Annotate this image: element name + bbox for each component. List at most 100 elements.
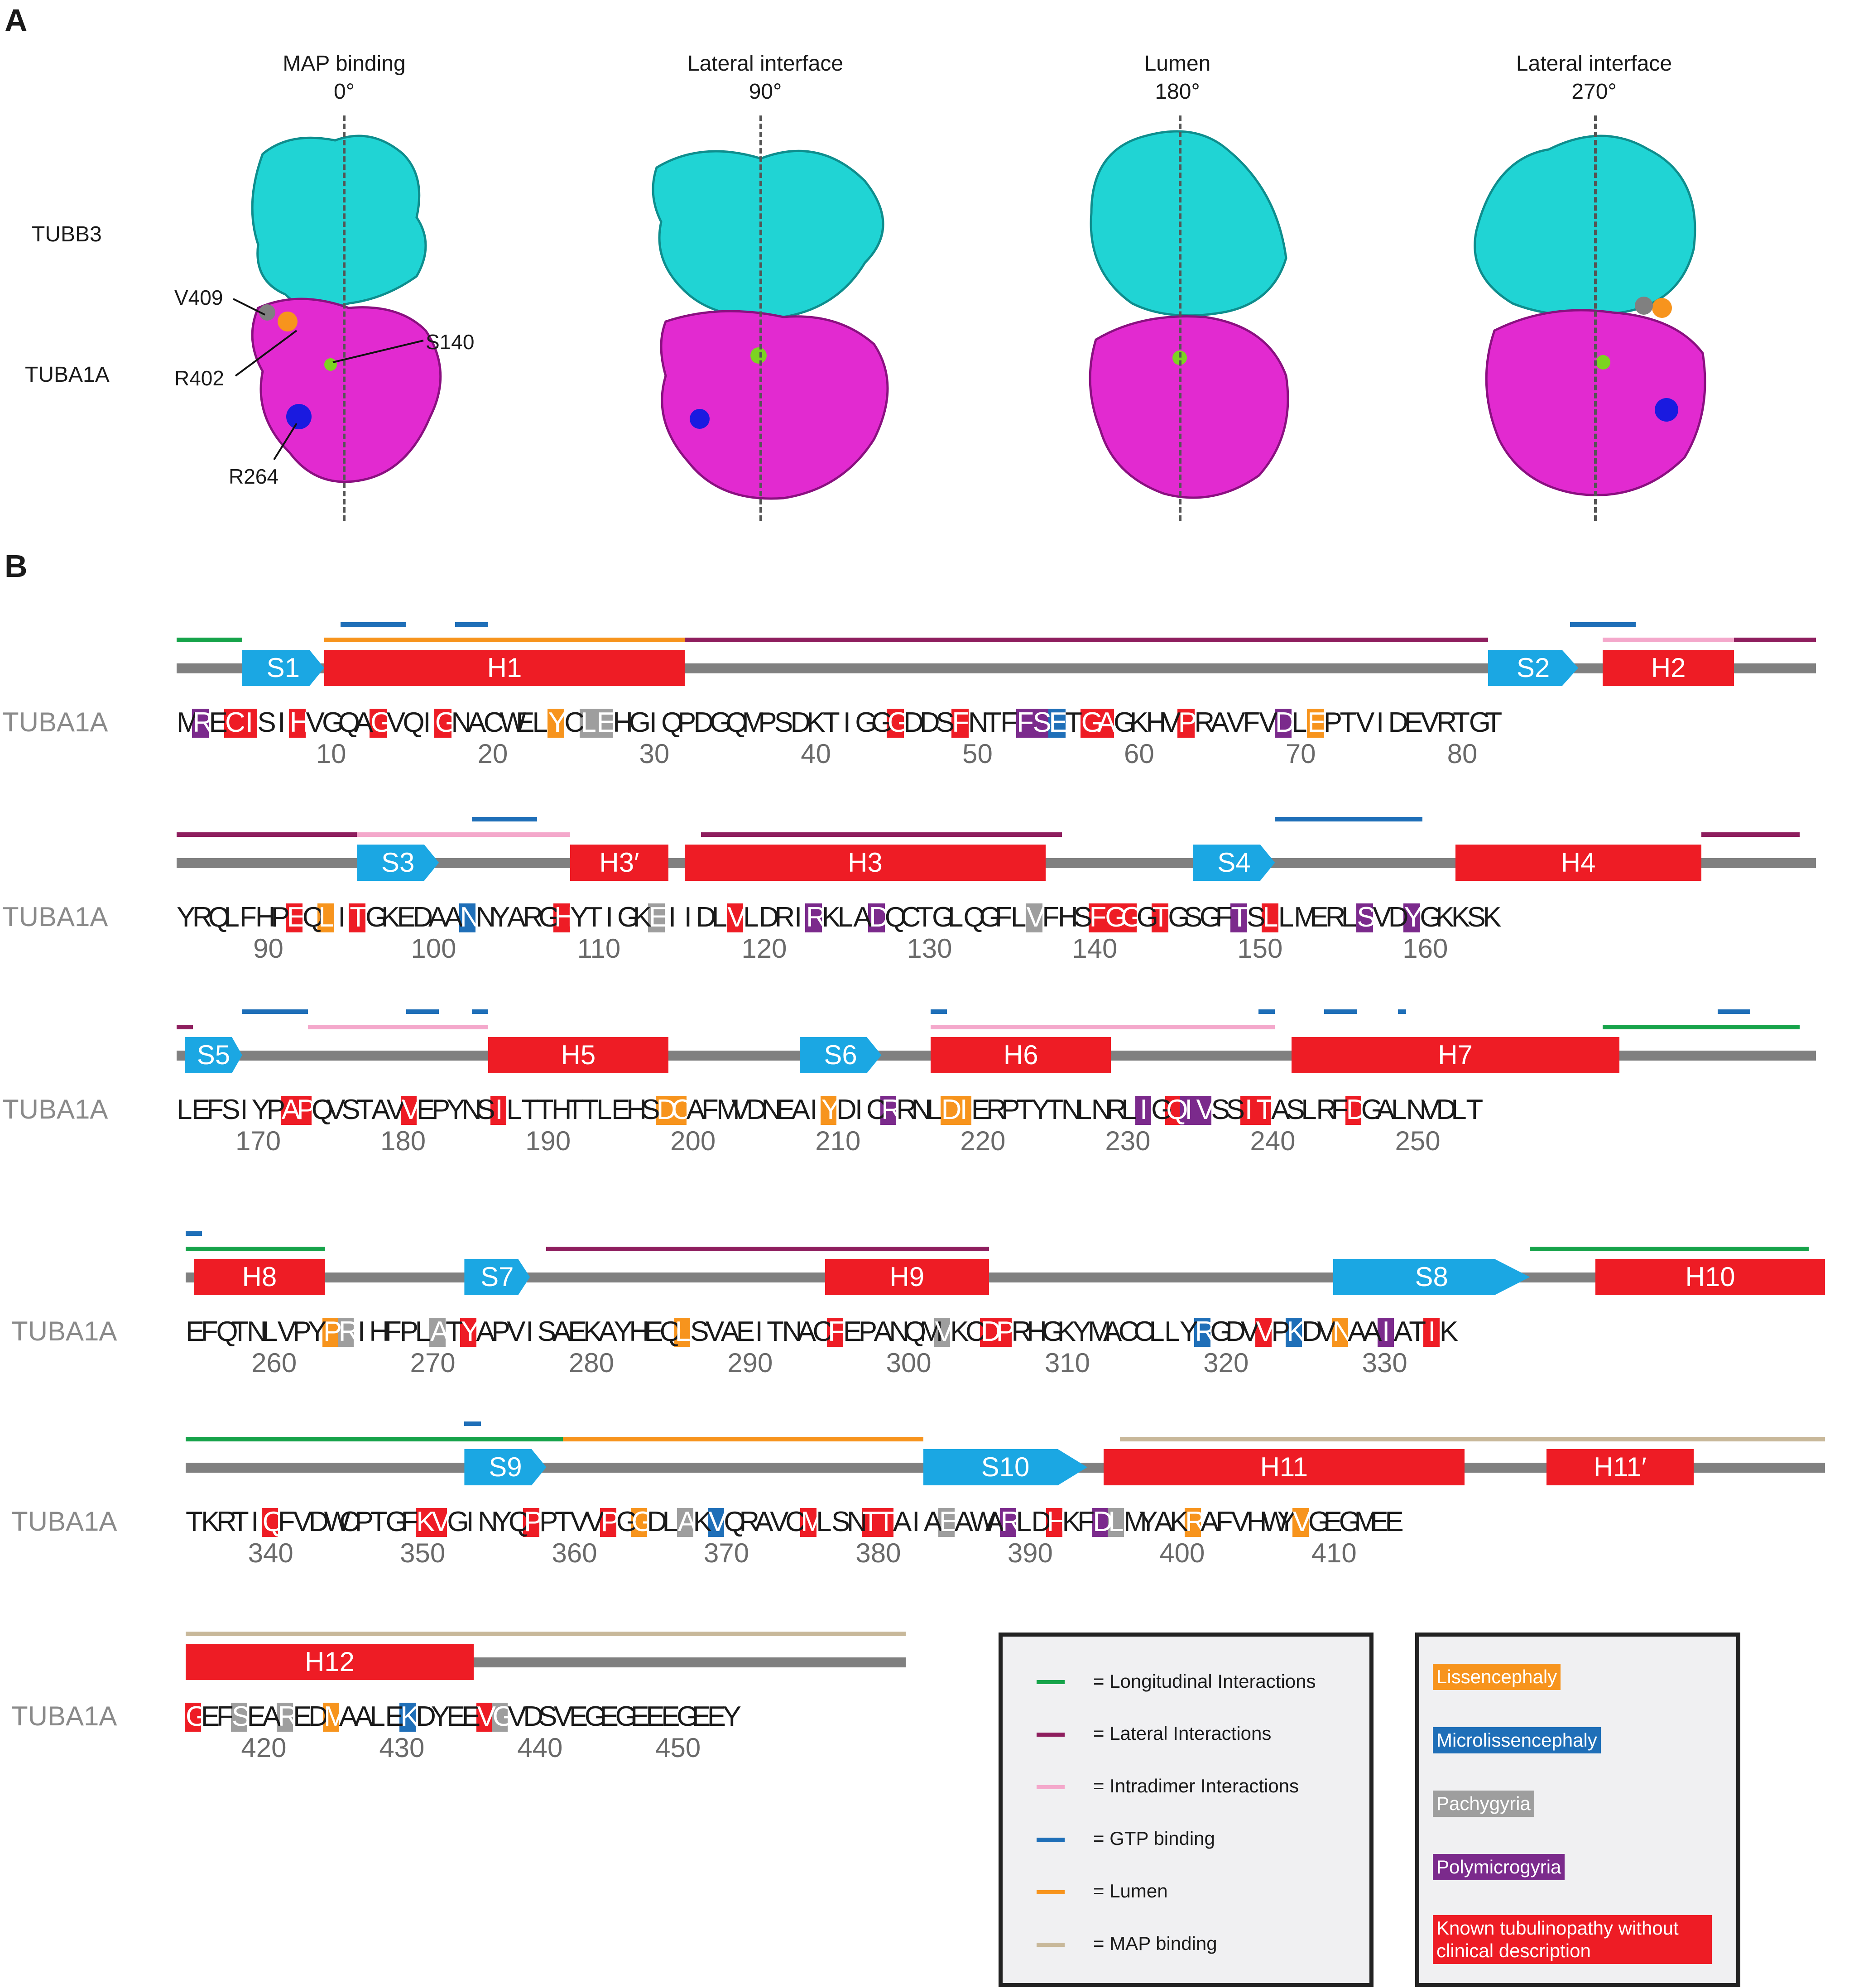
residue: E — [692, 1701, 711, 1732]
residue: L — [1149, 1316, 1165, 1347]
residue: Q — [509, 1506, 531, 1537]
residue: K — [633, 902, 652, 933]
legend-gtp: = GTP binding — [1093, 1828, 1215, 1849]
residue-highlight-pachygyria — [580, 709, 597, 738]
residue-highlight-polymicrogyria — [1000, 1508, 1017, 1537]
interaction-bar-lumen — [562, 1437, 923, 1441]
residue: K — [1287, 1316, 1306, 1347]
residue: E — [776, 1094, 795, 1125]
residue: I — [843, 707, 851, 738]
residue-number: 80 — [1447, 739, 1478, 769]
residue: D — [1388, 902, 1409, 933]
residue: K — [821, 902, 841, 933]
residue-highlight-known — [1345, 1096, 1361, 1125]
residue-number: 250 — [1395, 1126, 1441, 1156]
callout-v409: V409 — [174, 286, 223, 309]
residue-highlight-known — [349, 903, 366, 932]
panel-label-a: A — [5, 3, 28, 38]
residue: G — [584, 1701, 606, 1732]
residue: F — [701, 1094, 719, 1125]
residue: T — [1256, 1094, 1273, 1125]
helix-H6: H6 — [931, 1037, 1111, 1073]
residue: I — [1382, 1316, 1390, 1347]
residue: V — [731, 1094, 750, 1125]
residue: V — [1356, 707, 1375, 738]
structure-view-2 — [1089, 130, 1289, 499]
residue-number: 230 — [1105, 1126, 1151, 1156]
legend-line-lateral — [1037, 1733, 1065, 1737]
helix-H10: H10 — [1595, 1259, 1825, 1295]
residue: R — [338, 1316, 359, 1347]
residue: H — [1058, 902, 1078, 933]
residue: Y — [491, 902, 510, 933]
residue: C — [483, 707, 504, 738]
residue: D — [1436, 1094, 1456, 1125]
interaction-bar-gtp — [1398, 1009, 1406, 1014]
residue: I — [810, 1094, 818, 1125]
residue-highlight-known — [240, 709, 258, 738]
residue: P — [491, 1316, 510, 1347]
residue: W — [1262, 1506, 1289, 1537]
residue: E — [661, 1701, 680, 1732]
strand-S2: S2 — [1488, 650, 1579, 686]
residue: S — [1033, 707, 1052, 738]
residue: F — [278, 1506, 295, 1537]
residue: V — [277, 1316, 296, 1347]
residue: L — [1076, 1094, 1092, 1125]
interaction-bar-gtp — [1324, 1009, 1357, 1014]
residue: F — [240, 902, 257, 933]
rotation-axis-0 — [343, 115, 346, 521]
residue: A — [754, 1506, 773, 1537]
residue: D — [1225, 1316, 1246, 1347]
residue: E — [736, 1316, 755, 1347]
residue-highlight-known — [600, 1508, 617, 1537]
residue: A — [1103, 1316, 1122, 1347]
residue: V — [1420, 707, 1440, 738]
residue-highlight-pachygyria — [231, 1703, 247, 1732]
residue: N — [1406, 1094, 1426, 1125]
residue: A — [791, 1094, 810, 1125]
residue-highlight-known — [415, 1508, 432, 1537]
residue: D — [836, 1094, 857, 1125]
legend-line-intradimer — [1037, 1785, 1065, 1789]
residue-highlight-polymicrogyria — [880, 1096, 897, 1125]
residue: C — [1133, 1316, 1154, 1347]
residue: G — [385, 1506, 408, 1537]
residue: P — [996, 1316, 1015, 1347]
residue: E — [611, 1094, 630, 1125]
residue: N — [247, 1316, 267, 1347]
residue-highlight-polymicrogyria — [1016, 709, 1033, 738]
residue-number: 130 — [907, 933, 952, 964]
residue: V — [585, 1506, 605, 1537]
residue: L — [837, 902, 854, 933]
residue: L — [1108, 1506, 1124, 1537]
sequence-label: TUBA1A — [2, 707, 108, 737]
residue: R — [1194, 707, 1215, 738]
residue: A — [354, 1701, 373, 1732]
residue: G — [871, 707, 893, 738]
residue: L — [947, 902, 964, 933]
interaction-bar-gtp — [186, 1231, 202, 1236]
residue-highlight-pachygyria — [337, 1318, 354, 1347]
residue: R — [1000, 1506, 1021, 1537]
residue: T — [581, 1094, 599, 1125]
residue: M — [1294, 902, 1317, 933]
residue: Q — [403, 707, 425, 738]
view-title-0: MAP binding 0° — [226, 50, 462, 106]
residue: F — [1016, 707, 1034, 738]
residue: K — [1057, 1316, 1076, 1347]
residue: V — [401, 1094, 420, 1125]
interaction-bar-gtp — [464, 1421, 481, 1426]
residue: N — [911, 1094, 932, 1125]
residue: S — [1211, 1094, 1230, 1125]
residue-number: 10 — [316, 739, 346, 769]
legend-phenotypes: Lissencephaly Microlissencephaly Pachygy… — [1415, 1633, 1740, 1987]
residue: A — [1200, 1506, 1220, 1537]
residue: Y — [493, 1506, 512, 1537]
residue: S — [1073, 902, 1093, 933]
residue: I — [278, 707, 286, 738]
residue: V — [306, 707, 325, 738]
residue: A — [430, 1316, 449, 1347]
residue: C — [965, 1316, 986, 1347]
residue: C — [1118, 1316, 1139, 1347]
